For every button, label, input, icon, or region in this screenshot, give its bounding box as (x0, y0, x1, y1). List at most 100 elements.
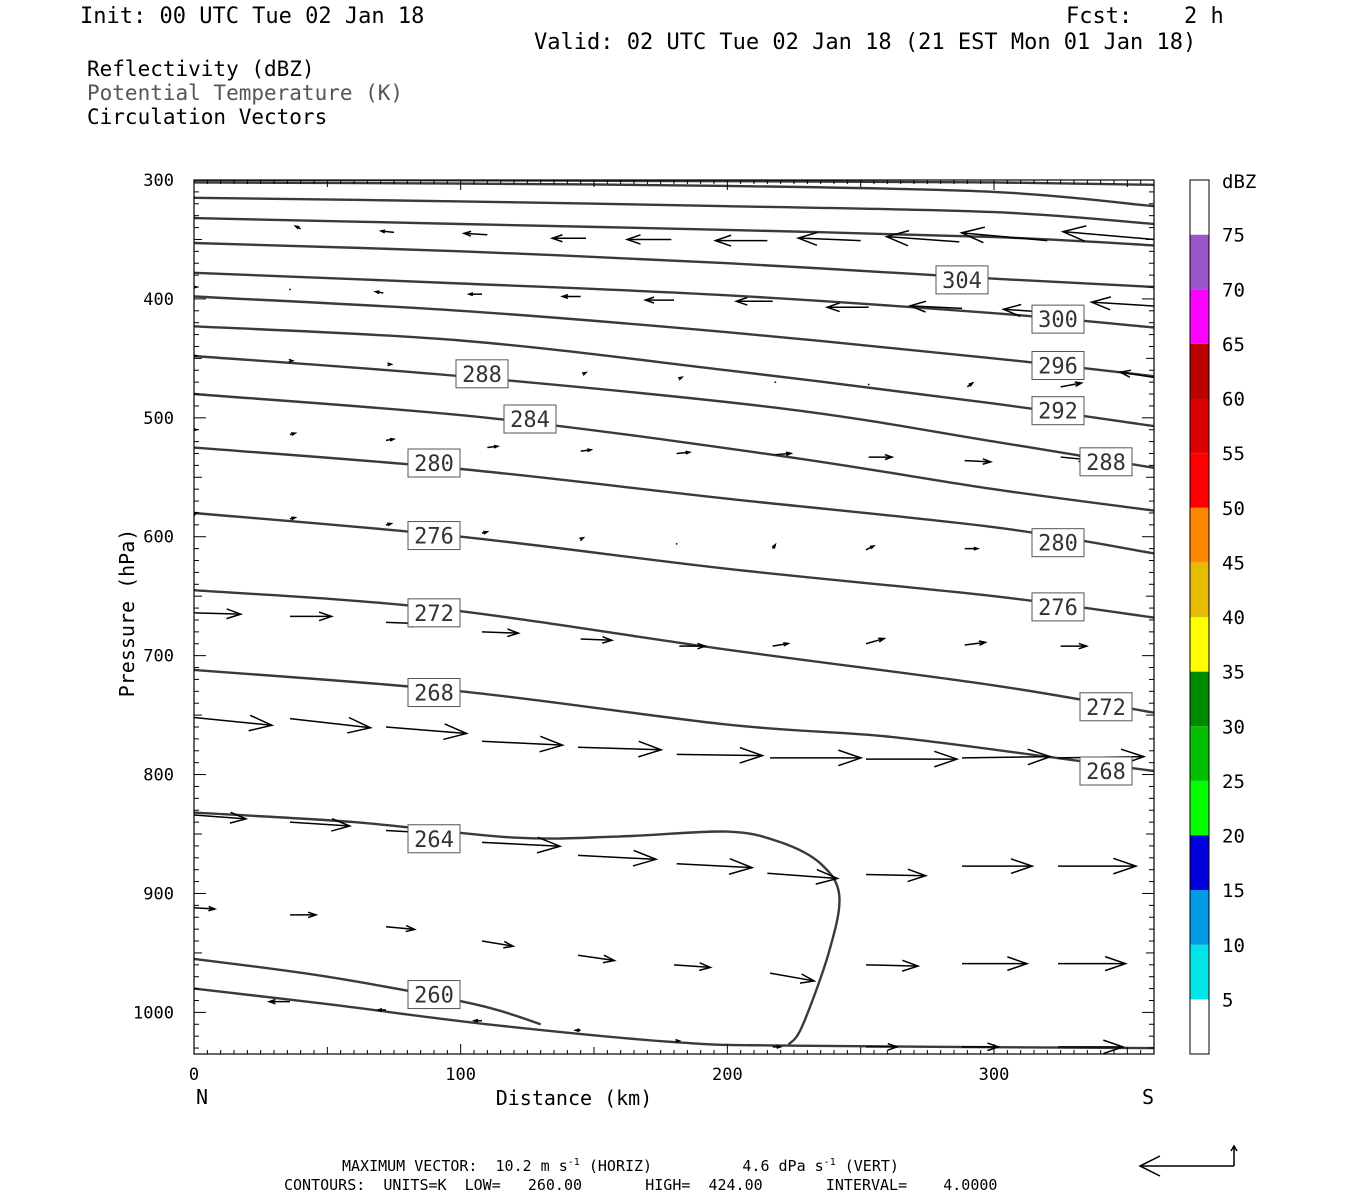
theta-contour-unlabeled-15 (194, 181, 1154, 208)
contour-label: 296 (1031, 351, 1085, 381)
svg-text:292: 292 (1038, 400, 1078, 425)
circulation-vector (378, 229, 395, 234)
circulation-vector (962, 956, 1030, 972)
legend-circulation-vectors: Circulation Vectors (87, 105, 328, 129)
circulation-vector (385, 924, 417, 933)
colorbar-level-label: 5 (1222, 989, 1233, 1011)
circulation-vector (868, 453, 895, 461)
circulation-vector (770, 749, 864, 767)
theta-contour-296-10 (194, 295, 1154, 378)
contour-label: 288 (1079, 447, 1133, 477)
circulation-vector (1089, 296, 1154, 311)
x-tick-label: 200 (712, 1065, 743, 1085)
y-tick-label: 600 (143, 528, 174, 548)
circulation-vector (293, 225, 302, 230)
circulation-vector (774, 381, 777, 384)
circulation-vector (289, 516, 298, 521)
svg-text:280: 280 (414, 452, 454, 477)
svg-text:284: 284 (510, 408, 550, 433)
colorbar-level-label: 60 (1222, 389, 1245, 411)
theta-contour-304-12 (194, 241, 1154, 289)
circulation-vector (865, 544, 876, 551)
circulation-vector (866, 1042, 900, 1051)
colorbar-segment (1190, 562, 1209, 617)
circulation-vector (471, 1018, 482, 1023)
colorbar-level-label: 20 (1222, 826, 1245, 848)
svg-text:288: 288 (462, 363, 502, 388)
contour-label: 280 (1031, 528, 1085, 558)
theta-contour-272-4 (194, 589, 1154, 714)
theta-contour-280-6 (194, 446, 1154, 555)
circulation-vector (481, 628, 521, 638)
circulation-vector (560, 293, 581, 300)
x-tick-label: 0 (189, 1065, 199, 1085)
colorbar-segment (1190, 343, 1209, 399)
colorbar-segment (1190, 999, 1209, 1054)
circulation-vector (194, 811, 249, 824)
colorbar-level-label: 55 (1222, 443, 1245, 465)
circulation-vector (373, 290, 384, 295)
circulation-vector (290, 911, 319, 919)
svg-text:300: 300 (1038, 308, 1078, 333)
svg-text:288: 288 (1086, 451, 1126, 476)
contour-label: 268 (407, 678, 461, 708)
init-time: Init: 00 UTC Tue 02 Jan 18 (80, 4, 425, 29)
colorbar-segment (1190, 890, 1209, 945)
colorbar-segment (1190, 507, 1209, 563)
x-tick-label: 300 (979, 1065, 1010, 1085)
svg-text:272: 272 (414, 602, 454, 627)
theta-contour-260-0 (194, 987, 1154, 1050)
contour-label: 284 (503, 404, 557, 434)
circulation-vector (1058, 955, 1128, 972)
circulation-vector (266, 998, 290, 1005)
circulation-vector (772, 1044, 783, 1049)
circulation-vector (865, 868, 929, 883)
circulation-vector (866, 750, 960, 768)
circulation-vector (679, 642, 708, 650)
contour-label: 304 (935, 265, 989, 295)
circulation-vector (767, 868, 840, 885)
circulation-vector (1117, 369, 1154, 379)
circulation-vector (577, 849, 659, 867)
circulation-vector (1060, 642, 1089, 650)
circulation-vector (964, 458, 993, 465)
contour-label: 288 (455, 359, 509, 389)
circulation-vector (865, 959, 921, 972)
circulation-vector (289, 817, 353, 832)
circulation-vector (579, 536, 586, 542)
contour-label: 276 (407, 521, 461, 551)
circulation-vector (865, 637, 887, 645)
circulation-vector (481, 530, 490, 535)
circulation-vector (966, 381, 975, 388)
y-tick-label: 900 (143, 884, 174, 904)
vector-layer (194, 214, 1154, 1054)
circulation-vector (194, 905, 218, 912)
circulation-vector (194, 608, 244, 620)
circulation-vector (289, 288, 291, 291)
y-tick-label: 500 (143, 409, 174, 429)
contour-layer (194, 180, 1154, 1050)
circulation-vector (643, 296, 674, 304)
svg-text:296: 296 (1038, 355, 1078, 380)
contour-label: 264 (407, 824, 461, 854)
colorbar-title: dBZ (1222, 171, 1256, 193)
legend-potential-temperature: Potential Temperature (K) (87, 81, 404, 105)
contour-label: 272 (1079, 692, 1133, 722)
circulation-vector (385, 522, 394, 527)
contour-label: 276 (1031, 592, 1085, 622)
circulation-vector (577, 954, 617, 964)
circulation-vector (580, 448, 594, 453)
colorbar-level-label: 70 (1222, 279, 1245, 301)
circulation-vector (549, 234, 586, 243)
x-axis-label: Distance (km) (496, 1086, 653, 1110)
circulation-vector (771, 542, 777, 550)
colorbar-segment (1190, 398, 1209, 454)
circulation-vector (677, 376, 685, 381)
colorbar-level-label: 50 (1222, 498, 1245, 520)
plot-frame (193, 179, 1155, 1055)
circulation-vector (1058, 1039, 1126, 1054)
legend-reflectivity: Reflectivity (dBZ) (87, 57, 315, 81)
circulation-vector (673, 962, 713, 972)
svg-text:276: 276 (414, 525, 454, 550)
